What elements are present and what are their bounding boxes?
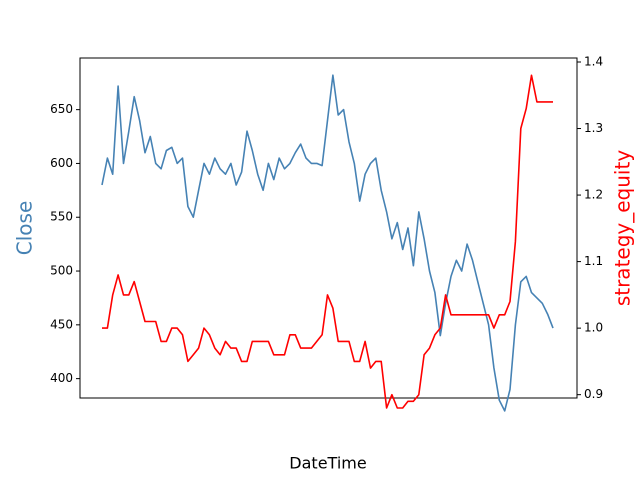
y2-tick-label: 1.0 [584, 321, 603, 335]
series-line [102, 74, 553, 409]
y-tick-label: 450 [50, 317, 73, 331]
y2-tick-label: 1.4 [584, 54, 603, 68]
y-tick-label: 650 [50, 102, 73, 116]
y2-axis-label: strategy_equity [611, 150, 635, 306]
y-tick-label: 600 [50, 156, 73, 170]
y2-tick-label: 1.3 [584, 121, 603, 135]
y-tick-label: 550 [50, 210, 73, 224]
y2-tick-label: 1.1 [584, 254, 603, 268]
y2-tick-label: 1.2 [584, 188, 603, 202]
x-axis-label: DateTime [289, 454, 366, 473]
y2-tick-label: 0.9 [584, 387, 603, 401]
y-tick-label: 500 [50, 264, 73, 278]
y-tick-label: 400 [50, 371, 73, 385]
plot-frame [79, 57, 578, 399]
series-line [101, 74, 554, 412]
y-axis-label: Close [13, 201, 37, 255]
